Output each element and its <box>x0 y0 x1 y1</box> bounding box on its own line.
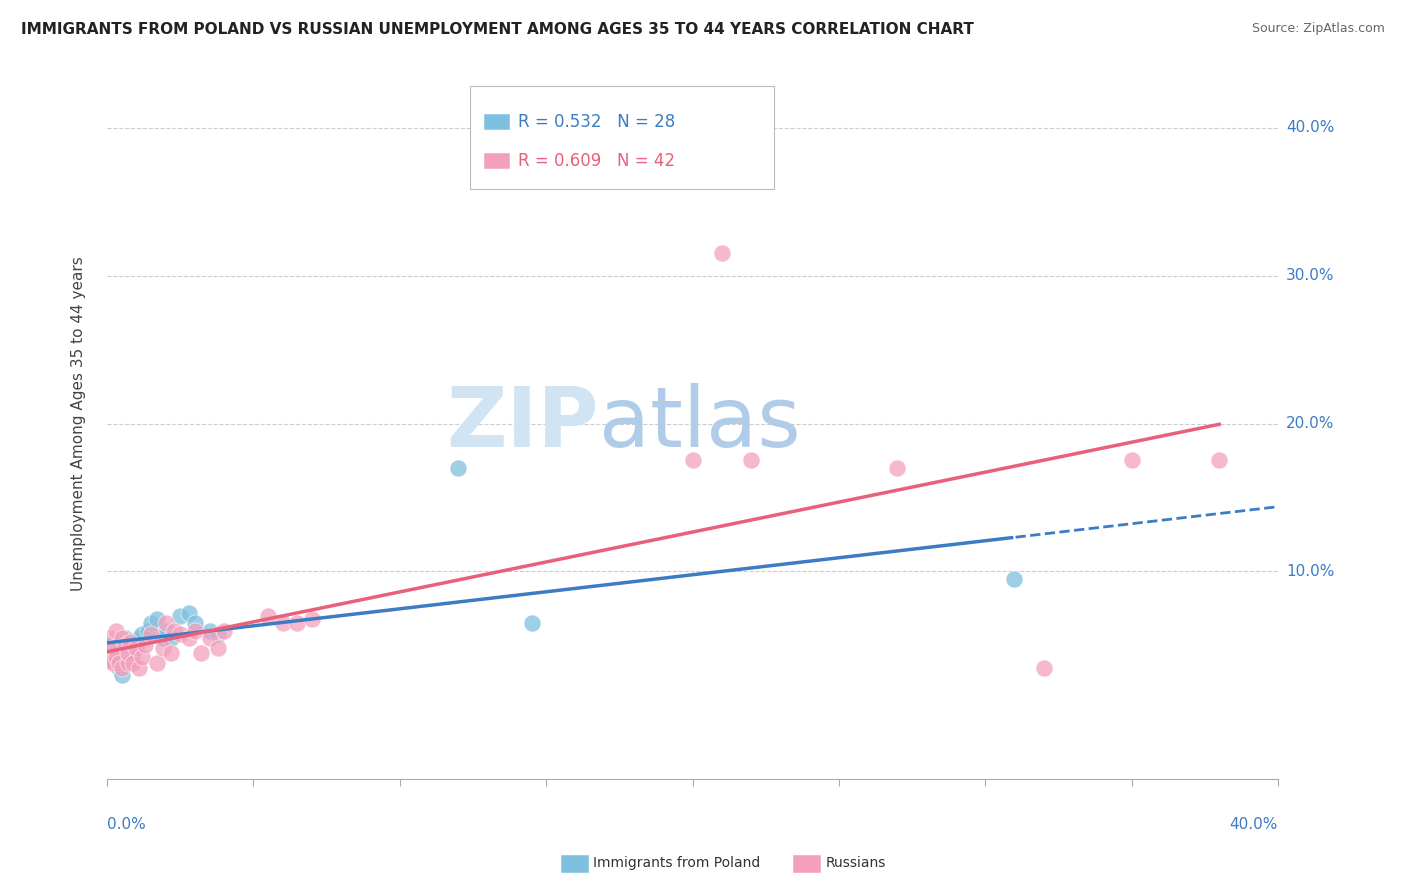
Point <box>1208 453 1230 467</box>
Point <box>111 631 134 645</box>
Point <box>101 656 124 670</box>
Point <box>98 631 121 645</box>
Point <box>125 639 148 653</box>
Point <box>131 650 153 665</box>
Point <box>163 624 186 638</box>
Point <box>128 631 150 645</box>
Point <box>111 660 134 674</box>
Text: 20.0%: 20.0% <box>1286 416 1334 431</box>
Point <box>114 639 136 653</box>
Point <box>710 246 733 260</box>
Point <box>207 641 229 656</box>
Point <box>101 653 124 667</box>
Text: 10.0%: 10.0% <box>1286 564 1334 579</box>
Text: Russians: Russians <box>825 856 886 871</box>
Point <box>98 653 121 667</box>
FancyBboxPatch shape <box>484 114 510 129</box>
Point <box>682 453 704 467</box>
Point <box>184 616 207 631</box>
Point <box>146 612 169 626</box>
Text: 0.0%: 0.0% <box>107 817 146 832</box>
Point <box>177 631 200 645</box>
Point <box>447 461 470 475</box>
Text: R = 0.609   N = 42: R = 0.609 N = 42 <box>517 152 675 169</box>
Point <box>155 616 177 631</box>
Point <box>117 656 139 670</box>
Text: Immigrants from Poland: Immigrants from Poland <box>593 856 761 871</box>
Point <box>169 626 191 640</box>
Point <box>212 624 235 638</box>
Point <box>177 606 200 620</box>
Point <box>114 631 136 645</box>
Point <box>152 641 174 656</box>
Point <box>301 612 323 626</box>
FancyBboxPatch shape <box>470 87 775 189</box>
Point <box>134 639 156 653</box>
Point <box>131 626 153 640</box>
Text: 40.0%: 40.0% <box>1230 817 1278 832</box>
Point <box>101 641 124 656</box>
Y-axis label: Unemployment Among Ages 35 to 44 years: Unemployment Among Ages 35 to 44 years <box>72 256 86 591</box>
Text: 30.0%: 30.0% <box>1286 268 1334 283</box>
Text: Source: ZipAtlas.com: Source: ZipAtlas.com <box>1251 22 1385 36</box>
Point <box>257 608 280 623</box>
Point <box>122 656 145 670</box>
Point <box>160 631 183 645</box>
Point <box>169 608 191 623</box>
Point <box>160 646 183 660</box>
Point <box>98 639 121 653</box>
Point <box>139 626 162 640</box>
Point <box>1121 453 1143 467</box>
Point <box>128 660 150 674</box>
Point <box>136 624 159 638</box>
Point <box>107 656 129 670</box>
Point <box>146 656 169 670</box>
Point <box>107 635 129 649</box>
Point <box>152 631 174 645</box>
Point <box>1032 660 1054 674</box>
Point <box>184 624 207 638</box>
Point <box>111 668 134 682</box>
Point <box>155 624 177 638</box>
Point <box>120 656 142 670</box>
Point <box>104 650 127 665</box>
Point <box>886 461 908 475</box>
Point <box>198 631 221 645</box>
Point <box>198 624 221 638</box>
Point <box>117 646 139 660</box>
Point <box>111 641 134 656</box>
Point <box>104 624 127 638</box>
Text: 40.0%: 40.0% <box>1286 120 1334 136</box>
Point <box>520 616 543 631</box>
Text: atlas: atlas <box>599 383 800 464</box>
Point <box>285 616 308 631</box>
Point <box>271 616 294 631</box>
Point <box>107 660 129 674</box>
Point <box>120 635 142 649</box>
Point <box>1004 572 1026 586</box>
Point <box>122 646 145 660</box>
Point <box>125 641 148 656</box>
Text: R = 0.532   N = 28: R = 0.532 N = 28 <box>517 112 675 131</box>
Text: ZIP: ZIP <box>446 383 599 464</box>
Point <box>740 453 762 467</box>
Text: IMMIGRANTS FROM POLAND VS RUSSIAN UNEMPLOYMENT AMONG AGES 35 TO 44 YEARS CORRELA: IMMIGRANTS FROM POLAND VS RUSSIAN UNEMPL… <box>21 22 974 37</box>
Point <box>104 646 127 660</box>
FancyBboxPatch shape <box>484 153 510 169</box>
Point <box>207 626 229 640</box>
Point <box>190 646 212 660</box>
Point <box>117 650 139 665</box>
Point <box>139 616 162 631</box>
